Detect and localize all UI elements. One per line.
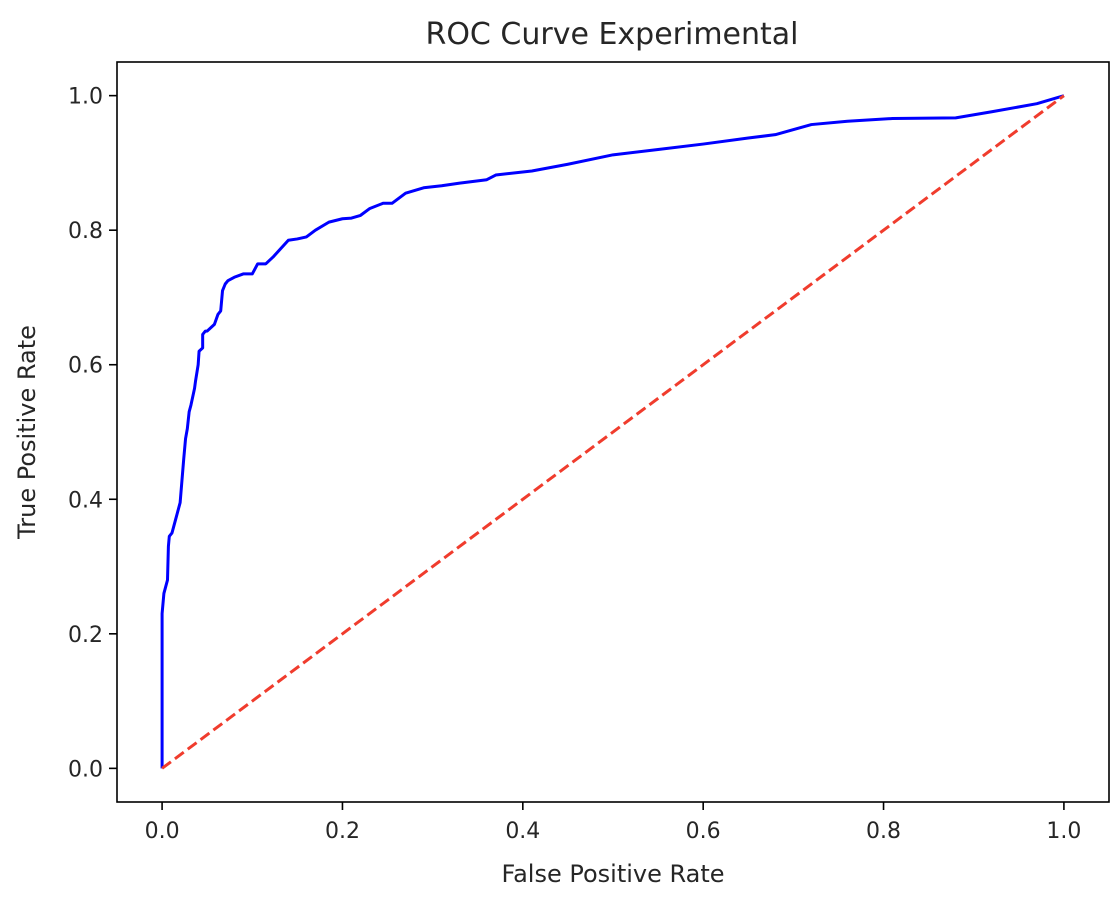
- x-tick-label: 0.8: [866, 819, 901, 844]
- y-tick-label: 0.8: [68, 219, 103, 244]
- y-tick-label: 0.0: [68, 757, 103, 782]
- x-tick-label: 0.0: [145, 819, 180, 844]
- chance-diagonal-line: [161, 94, 1065, 770]
- chart-title: ROC Curve Experimental: [425, 17, 798, 52]
- x-tick-label: 1.0: [1046, 819, 1081, 844]
- y-tick-label: 0.6: [68, 354, 103, 379]
- plot-area: [160, 94, 1065, 770]
- axis-ticks: 0.0 0.2 0.4 0.6 0.8 1.0 0.0 0.2 0.4 0.6 0.8 1.0: [68, 85, 1081, 844]
- roc-curve-line: [160, 94, 1065, 769]
- x-tick-label: 0.6: [686, 819, 721, 844]
- x-axis-label: False Positive Rate: [501, 860, 724, 888]
- y-tick-label: 0.4: [68, 488, 103, 513]
- y-tick-label: 0.2: [68, 623, 103, 648]
- x-tick-label: 0.4: [505, 819, 540, 844]
- y-axis-label: True Positive Rate: [13, 325, 41, 540]
- y-tick-label: 1.0: [68, 85, 103, 110]
- plot-frame: [116, 61, 1110, 803]
- x-tick-label: 0.2: [325, 819, 360, 844]
